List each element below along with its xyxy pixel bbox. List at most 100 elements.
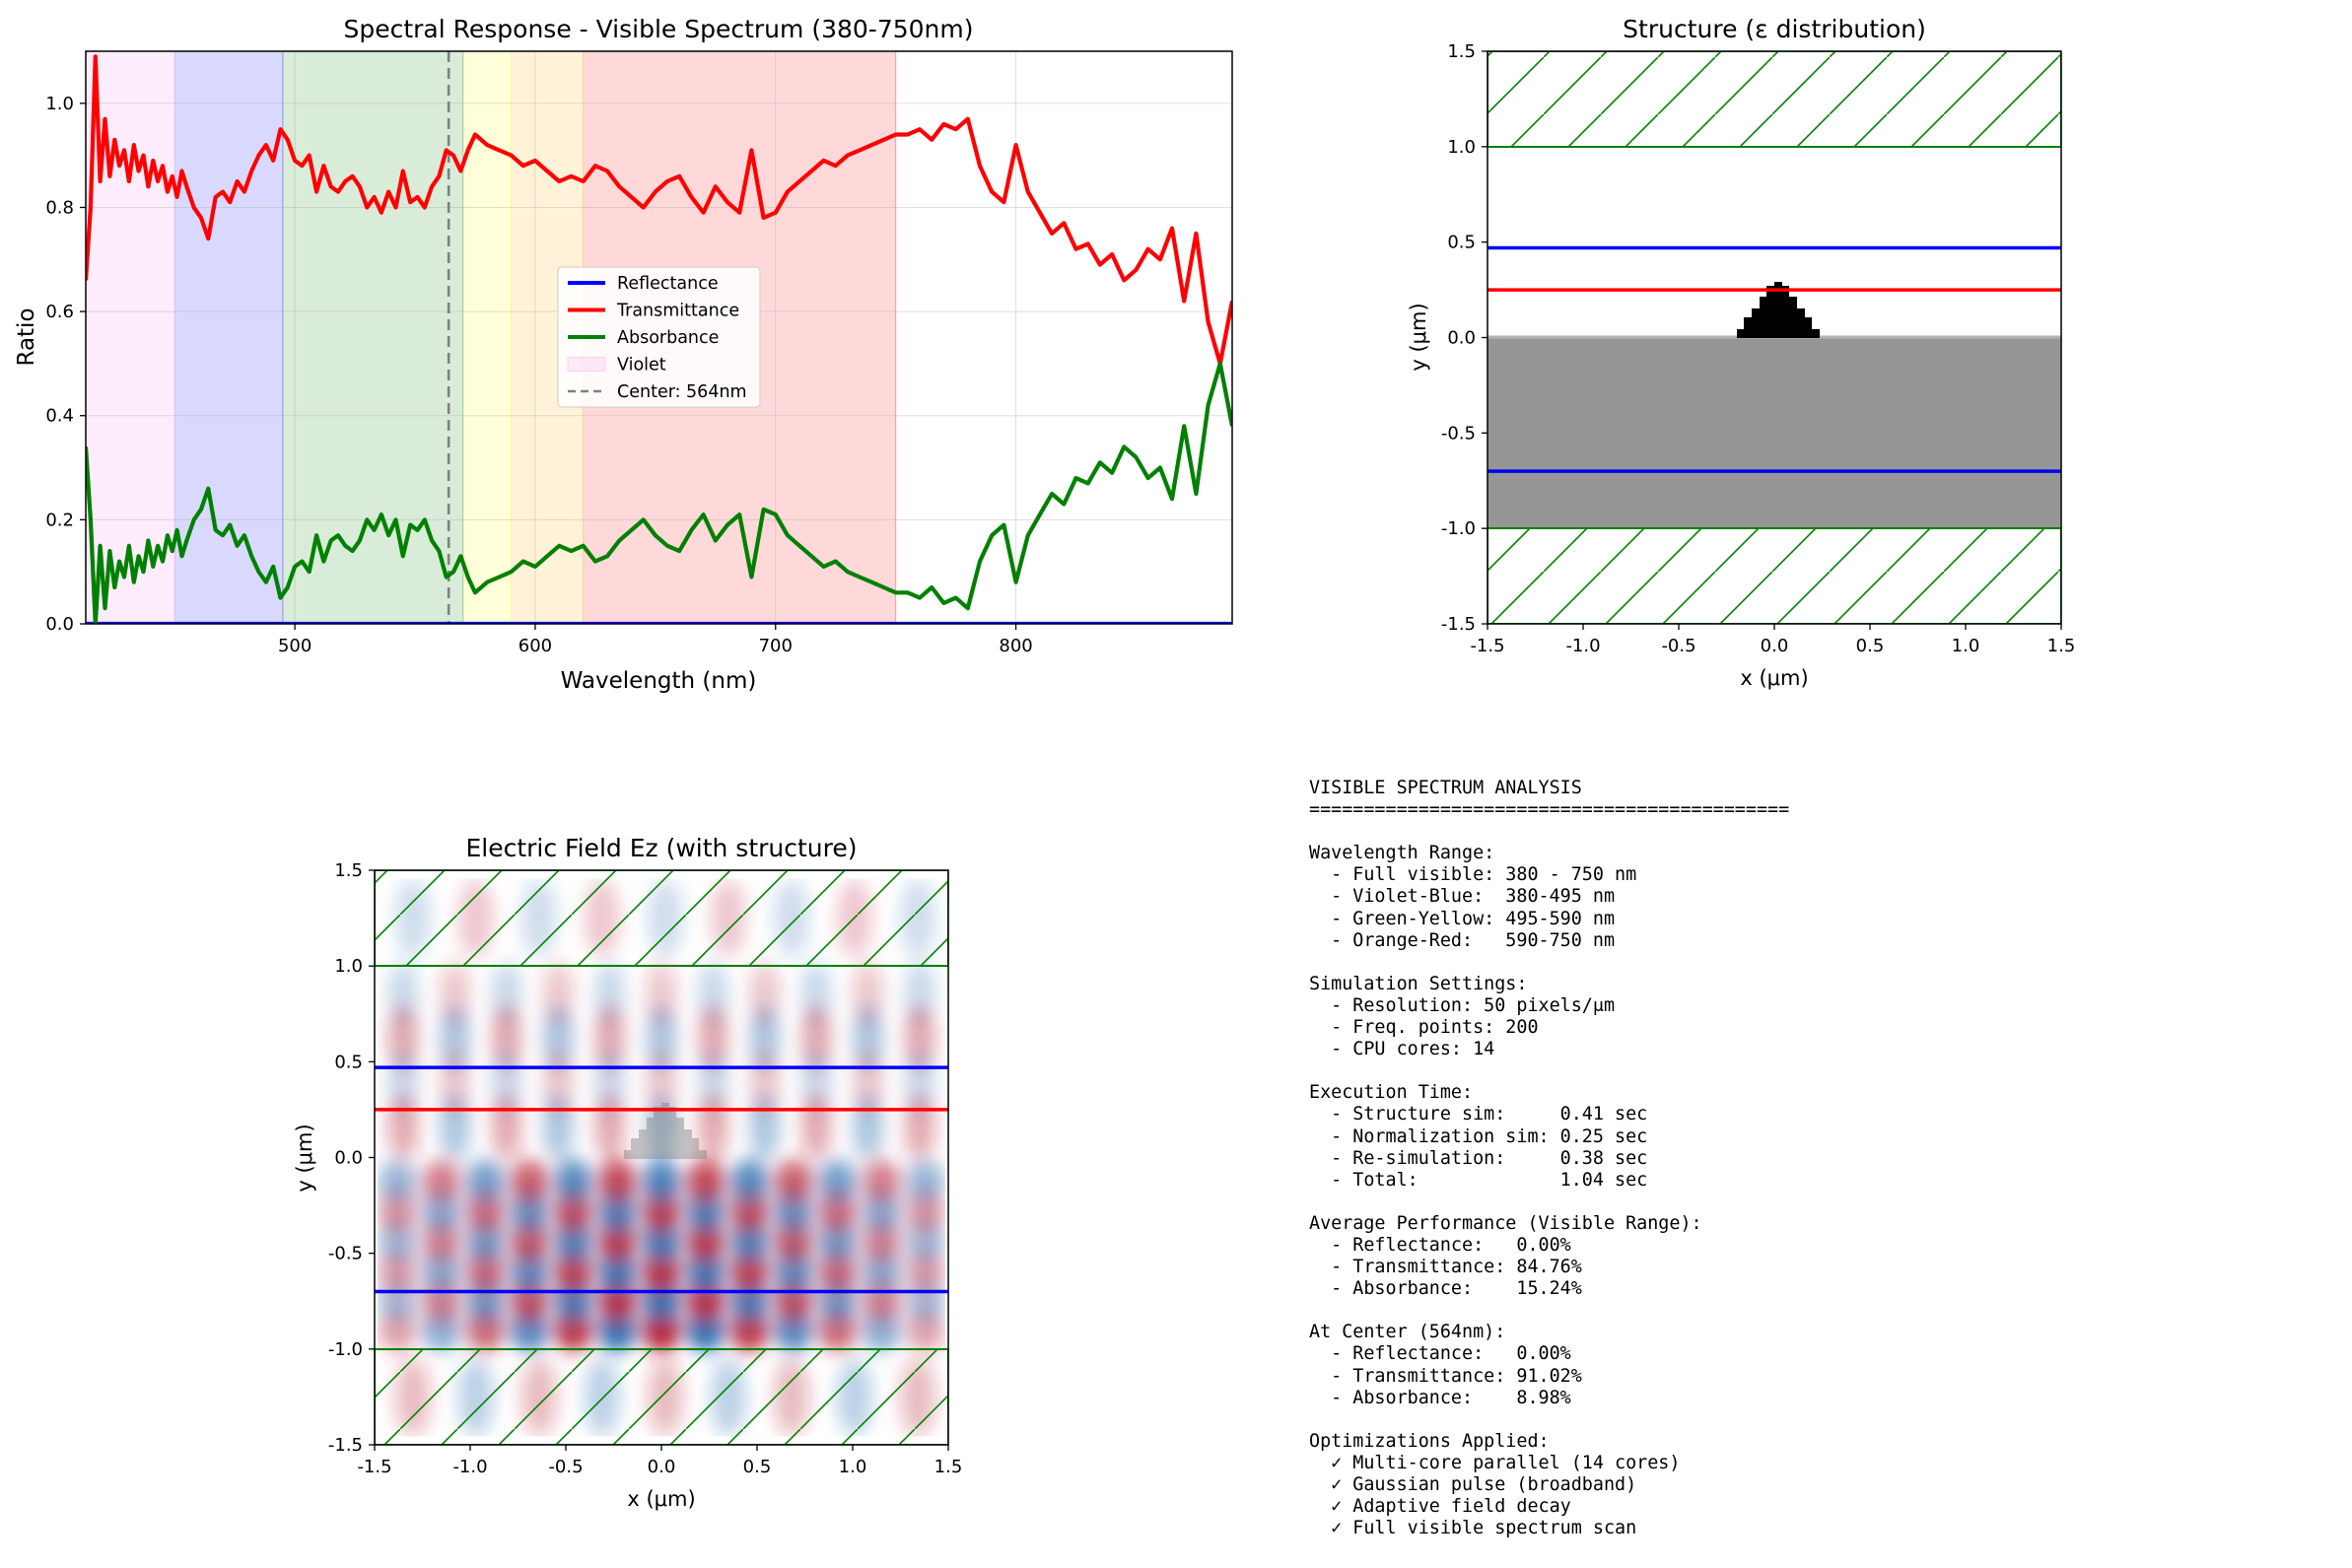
- field-lobe: [773, 1189, 813, 1233]
- field-lobe: [421, 1249, 461, 1293]
- x-tick-label: -0.5: [548, 1457, 583, 1477]
- field-lobe: [421, 1278, 461, 1323]
- spectral-plot-frame: [85, 50, 1233, 625]
- field-lobe: [729, 1219, 770, 1263]
- x-tick-label: 700: [759, 636, 793, 656]
- field-lobe: [510, 1219, 550, 1263]
- field-lobe: [817, 1249, 858, 1293]
- field-lobe: [862, 1159, 902, 1203]
- pml-top-field: [375, 870, 948, 967]
- field-lobe: [510, 1249, 550, 1293]
- field-lobe: [748, 1093, 781, 1161]
- field-lobe: [378, 1278, 418, 1323]
- y-tick-label: -1.0: [1441, 518, 1476, 539]
- field-lobe: [862, 1219, 902, 1263]
- field-lobe: [642, 1278, 681, 1323]
- y-tick-label: 0.2: [45, 510, 74, 530]
- legend-label: Reflectance: [617, 274, 719, 294]
- field-lobe: [905, 1249, 945, 1293]
- field-lobe: [510, 1308, 550, 1352]
- field-lobe: [862, 1249, 902, 1293]
- structure-ylabel: y (μm): [1407, 303, 1430, 371]
- field-lobe: [729, 1278, 770, 1323]
- field-lobe: [729, 1189, 770, 1233]
- x-tick-label: 0.0: [648, 1457, 676, 1477]
- x-tick-label: 1.0: [839, 1457, 867, 1477]
- field-lobe: [905, 1189, 945, 1233]
- y-tick-label: 1.5: [1447, 41, 1476, 62]
- field-lobe: [387, 1093, 420, 1161]
- band-green: [282, 51, 463, 624]
- x-tick-label: -0.5: [1661, 636, 1695, 656]
- field-lobe: [490, 1093, 522, 1161]
- field-lobe: [905, 1219, 945, 1263]
- field-lobe: [817, 1219, 858, 1263]
- x-tick-label: 500: [278, 636, 311, 656]
- field-lobe: [862, 1308, 902, 1352]
- field-lobe: [421, 1189, 461, 1233]
- x-tick-label: -1.0: [452, 1457, 487, 1477]
- field-lobe: [773, 1308, 813, 1352]
- field-lobe: [465, 1189, 506, 1233]
- field-lobe: [465, 1278, 506, 1323]
- y-tick-label: 0.0: [1447, 328, 1476, 349]
- x-tick-label: 0.5: [743, 1457, 772, 1477]
- field-lobe: [817, 1308, 858, 1352]
- field-lobe: [510, 1159, 550, 1203]
- field-lobe: [553, 1159, 593, 1203]
- field-lobe: [421, 1159, 461, 1203]
- field-lobe: [597, 1249, 638, 1293]
- field-lobe: [378, 1249, 418, 1293]
- field-lobe: [817, 1189, 858, 1233]
- field-xlabel: x (μm): [627, 1487, 695, 1511]
- legend-label: Absorbance: [617, 328, 719, 348]
- field-lobe: [465, 1159, 506, 1203]
- field-lobe: [729, 1249, 770, 1293]
- y-tick-label: 0.0: [45, 614, 74, 635]
- pml-top-structure: [1487, 51, 2061, 148]
- structure-title: Structure (ε distribution): [1623, 15, 1926, 43]
- y-tick-label: 1.5: [334, 860, 363, 881]
- field-lobe: [465, 1308, 506, 1352]
- field-lobe: [421, 1219, 461, 1263]
- scatterer-shape: [1737, 282, 1820, 338]
- field-lobe: [465, 1249, 506, 1293]
- y-tick-label: 0.0: [334, 1148, 363, 1169]
- field-lobe: [905, 1159, 945, 1203]
- field-lobe: [642, 1219, 681, 1263]
- series-absorbance: [86, 361, 1232, 624]
- field-lobe: [553, 1189, 593, 1233]
- y-tick-label: -0.5: [1441, 423, 1476, 443]
- pml-bottom-structure: [1487, 527, 2061, 624]
- field-lobe: [903, 1093, 935, 1161]
- field-chart: Electric Field Ez (with structure) -1.5-…: [293, 834, 962, 1511]
- field-lobe: [773, 1249, 813, 1293]
- field-lobe: [378, 1189, 418, 1233]
- field-lobe: [817, 1159, 858, 1203]
- field-lobe: [642, 1308, 681, 1352]
- field-lobe: [800, 1093, 833, 1161]
- field-lobe: [685, 1249, 726, 1293]
- field-lobe: [542, 1093, 575, 1161]
- legend-label: Violet: [617, 356, 666, 375]
- y-tick-label: 0.4: [45, 406, 74, 427]
- y-tick-label: 0.8: [45, 197, 74, 218]
- spectral-response-chart: Spectral Response - Visible Spectrum (38…: [14, 15, 1233, 694]
- field-title: Electric Field Ez (with structure): [465, 834, 857, 862]
- series-transmittance: [86, 54, 1232, 366]
- field-lobe: [905, 1308, 945, 1352]
- y-tick-label: 0.6: [45, 302, 74, 322]
- legend-box: [557, 266, 761, 408]
- x-tick-label: 1.5: [934, 1457, 963, 1477]
- field-lobe: [597, 1308, 638, 1352]
- y-tick-label: 1.0: [45, 94, 74, 114]
- field-lobe: [642, 1189, 681, 1233]
- x-tick-label: 0.0: [1761, 636, 1789, 656]
- field-lobe: [597, 1159, 638, 1203]
- pml-bottom-field: [375, 1348, 948, 1445]
- spectral-legend: Reflectance Transmittance Absorbance Violet…: [557, 266, 761, 408]
- field-lobe: [905, 1278, 945, 1323]
- field-lobe: [378, 1159, 418, 1203]
- field-lobe: [852, 1093, 884, 1161]
